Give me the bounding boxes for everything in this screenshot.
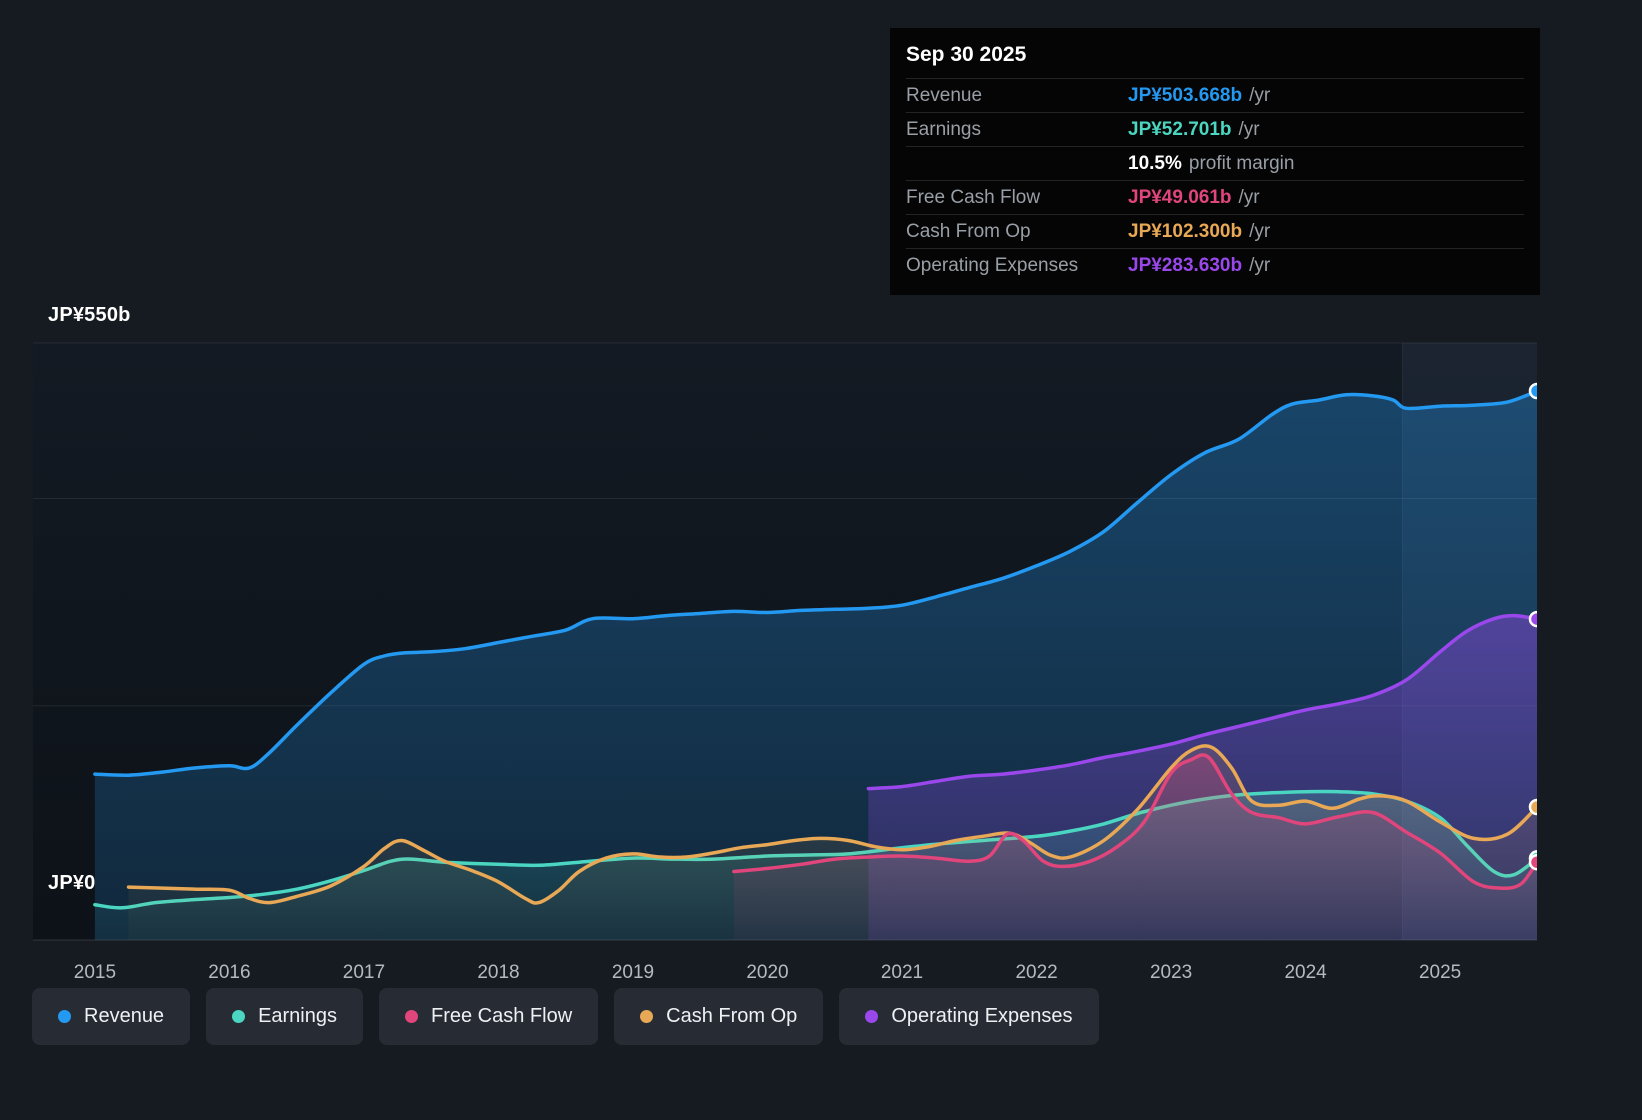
tooltip-row-cash-from-op: Cash From Op JP¥102.300b /yr	[906, 214, 1524, 248]
operating-expenses-end-marker	[1528, 610, 1537, 628]
tooltip-row-earnings: Earnings JP¥52.701b /yr	[906, 112, 1524, 146]
x-tick-label: 2021	[881, 962, 923, 983]
tooltip-value: JP¥102.300b	[1128, 220, 1243, 242]
tooltip-value: JP¥283.630b	[1128, 254, 1243, 276]
revenue-line	[93, 389, 1537, 777]
tooltip-suffix: profit margin	[1188, 152, 1295, 174]
tooltip-suffix: /yr	[1249, 220, 1271, 242]
legend-label: Revenue	[84, 1005, 165, 1027]
tooltip-suffix: /yr	[1238, 118, 1260, 140]
revenue-end-marker	[1528, 382, 1537, 400]
tooltip-value: JP¥49.061b	[1128, 186, 1232, 208]
x-tick-label: 2023	[1150, 962, 1192, 983]
tooltip-suffix: /yr	[1249, 84, 1271, 106]
operating-expenses-line	[866, 613, 1537, 791]
x-tick-label: 2017	[343, 962, 385, 983]
x-tick-label: 2022	[1015, 962, 1057, 983]
legend-label: Operating Expenses	[891, 1005, 1073, 1027]
cash-from-op-end-marker	[1528, 798, 1537, 816]
x-tick-label: 2018	[477, 962, 519, 983]
tooltip-label: Operating Expenses	[906, 254, 1079, 276]
tooltip-date: Sep 30 2025	[906, 43, 1027, 66]
free-cash-flow-area	[733, 754, 1537, 940]
x-tick-label: 2025	[1419, 962, 1461, 983]
legend-label: Cash From Op	[666, 1005, 798, 1027]
free-cash-flow-end-marker	[1528, 853, 1537, 871]
x-tick-label: 2015	[74, 962, 116, 983]
x-tick-label: 2020	[746, 962, 788, 983]
tooltip-value: 10.5%	[1128, 152, 1182, 174]
legend: Revenue Earnings Free Cash Flow Cash Fro…	[32, 988, 1099, 1045]
earnings-dot-icon	[232, 1010, 246, 1023]
legend-item-cash-from-op[interactable]: Cash From Op	[614, 988, 824, 1045]
cash-from-op-dot-icon	[640, 1010, 654, 1023]
tooltip-label: Free Cash Flow	[906, 186, 1041, 208]
free-cash-flow-line	[732, 753, 1537, 890]
tooltip-label: Revenue	[906, 84, 983, 106]
free-cash-flow-dot-icon	[405, 1010, 418, 1023]
tooltip-value: JP¥503.668b	[1128, 84, 1243, 106]
legend-label: Earnings	[258, 1005, 337, 1027]
legend-item-revenue[interactable]: Revenue	[32, 988, 191, 1045]
legend-label: Free Cash Flow	[431, 1005, 573, 1027]
tooltip-row-free-cash-flow: Free Cash Flow JP¥49.061b /yr	[906, 180, 1524, 214]
y-axis-max-label: JP¥550b	[48, 304, 131, 326]
tooltip-row-revenue: Revenue JP¥503.668b /yr	[906, 78, 1524, 112]
cash-from-op-line	[126, 744, 1537, 905]
tooltip-suffix: /yr	[1238, 186, 1260, 208]
x-tick-label: 2016	[208, 962, 250, 983]
tooltip: Sep 30 2025 Revenue JP¥503.668b /yr Earn…	[890, 28, 1540, 295]
legend-item-earnings[interactable]: Earnings	[206, 988, 363, 1045]
tooltip-label: Cash From Op	[906, 220, 1031, 242]
x-tick-label: 2019	[612, 962, 654, 983]
tooltip-value: JP¥52.701b	[1128, 118, 1232, 140]
tooltip-row-operating-expenses: Operating Expenses JP¥283.630b /yr	[906, 248, 1524, 282]
operating-expenses-dot-icon	[865, 1010, 879, 1023]
tooltip-label: Earnings	[906, 118, 981, 140]
legend-item-operating-expenses[interactable]: Operating Expenses	[839, 988, 1099, 1045]
revenue-dot-icon	[58, 1010, 71, 1023]
tooltip-suffix: /yr	[1249, 254, 1271, 276]
tooltip-row-profit-margin: 10.5% profit margin	[906, 146, 1524, 180]
y-axis-zero-label: JP¥0	[48, 872, 96, 894]
legend-item-free-cash-flow[interactable]: Free Cash Flow	[379, 988, 599, 1045]
x-tick-label: 2024	[1284, 962, 1327, 983]
